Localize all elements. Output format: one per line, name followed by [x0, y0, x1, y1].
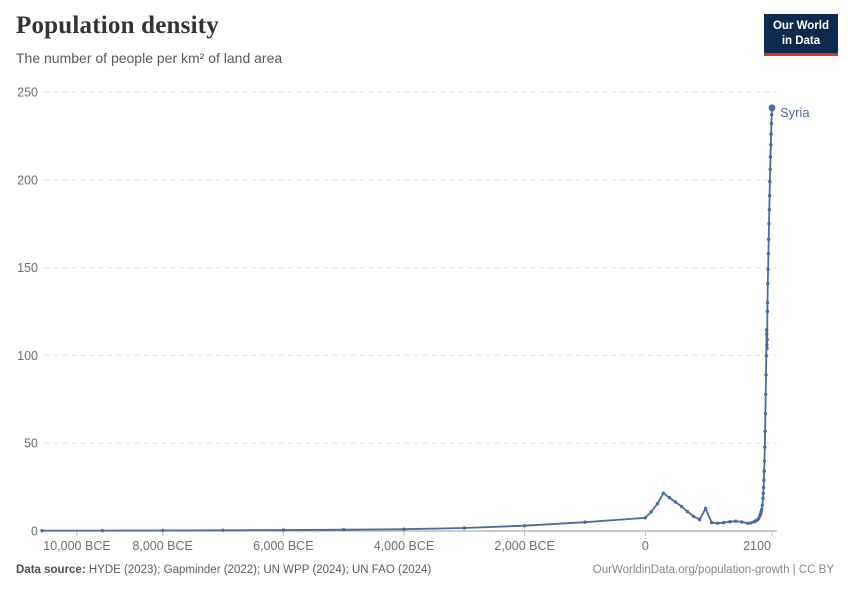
- data-point[interactable]: [769, 143, 773, 147]
- data-point[interactable]: [583, 520, 587, 524]
- data-point[interactable]: [761, 491, 765, 496]
- y-tick-label: 250: [17, 86, 38, 100]
- data-point[interactable]: [768, 167, 772, 171]
- chart-subtitle: The number of people per km² of land are…: [16, 50, 283, 66]
- data-line-syria[interactable]: [41, 106, 773, 532]
- footer-link[interactable]: OurWorldinData.org/population-growth | C…: [592, 564, 834, 576]
- data-point[interactable]: [765, 309, 770, 314]
- x-tick-label: 2,000 BCE: [494, 539, 554, 553]
- page-title: Population density: [16, 12, 219, 39]
- x-tick-label: 8,000 BCE: [132, 539, 192, 553]
- data-point[interactable]: [661, 491, 666, 495]
- data-point[interactable]: [762, 478, 766, 482]
- data-point[interactable]: [221, 528, 225, 532]
- data-point[interactable]: [767, 208, 771, 212]
- data-source-text: HYDE (2023); Gapminder (2022); UN WPP (2…: [85, 564, 432, 576]
- data-point[interactable]: [760, 507, 764, 512]
- data-endpoint[interactable]: [768, 104, 776, 112]
- data-point[interactable]: [761, 485, 766, 490]
- data-point[interactable]: [762, 469, 766, 473]
- data-point[interactable]: [763, 445, 767, 449]
- data-point[interactable]: [762, 459, 767, 463]
- data-point[interactable]: [766, 281, 770, 286]
- data-point[interactable]: [691, 514, 696, 519]
- data-point[interactable]: [462, 526, 466, 530]
- data-point[interactable]: [728, 520, 732, 524]
- data-point[interactable]: [643, 516, 647, 520]
- data-point[interactable]: [649, 510, 653, 514]
- owid-logo-line1: Our World: [772, 20, 829, 32]
- data-point[interactable]: [767, 193, 772, 198]
- data-source: Data source: HYDE (2023); Gapminder (202…: [16, 564, 431, 576]
- data-point[interactable]: [770, 113, 774, 117]
- data-point[interactable]: [667, 495, 672, 500]
- data-point[interactable]: [402, 527, 406, 531]
- data-point[interactable]: [734, 519, 738, 523]
- data-point[interactable]: [765, 301, 770, 305]
- data-point[interactable]: [161, 528, 165, 533]
- data-point[interactable]: [100, 528, 105, 533]
- x-tick-label: 10,000 BCE: [43, 539, 110, 553]
- data-point[interactable]: [685, 510, 690, 514]
- x-tick-label: 4,000 BCE: [374, 539, 434, 553]
- data-point[interactable]: [766, 251, 771, 256]
- data-point[interactable]: [760, 503, 764, 508]
- data-point[interactable]: [763, 429, 767, 434]
- data-point[interactable]: [703, 506, 708, 511]
- data-point[interactable]: [769, 132, 773, 136]
- chart-plot-area[interactable]: 0 50 100 150 200 250 10,000 BCE 8,000 BCE 6,000 …: [0, 0, 850, 560]
- data-point[interactable]: [722, 520, 726, 525]
- data-point[interactable]: [40, 529, 44, 533]
- data-point[interactable]: [765, 343, 769, 347]
- data-point[interactable]: [765, 332, 769, 336]
- data-point[interactable]: [522, 524, 527, 528]
- y-tick-label: 200: [17, 173, 38, 187]
- data-point[interactable]: [765, 337, 769, 342]
- data-point[interactable]: [281, 528, 285, 532]
- data-point[interactable]: [764, 373, 768, 377]
- y-tick-label: 0: [31, 525, 38, 539]
- series-end-label: Syria: [780, 105, 810, 120]
- data-point[interactable]: [768, 155, 773, 159]
- data-point[interactable]: [749, 521, 753, 525]
- data-point[interactable]: [655, 502, 660, 506]
- data-point[interactable]: [746, 521, 750, 525]
- y-tick-label: 100: [17, 349, 38, 363]
- data-point[interactable]: [710, 520, 714, 525]
- owid-logo[interactable]: Our World in Data: [763, 14, 838, 56]
- y-tick-label: 50: [24, 437, 38, 451]
- data-point[interactable]: [673, 500, 678, 504]
- data-point[interactable]: [769, 121, 774, 126]
- x-tick-label: 6,000 BCE: [253, 539, 313, 553]
- data-point[interactable]: [768, 179, 772, 184]
- x-tick-label: 2100: [743, 539, 771, 553]
- y-tick-label: 150: [17, 261, 38, 275]
- data-point[interactable]: [764, 354, 768, 358]
- x-tick-label: 0: [642, 539, 649, 553]
- data-point[interactable]: [763, 411, 768, 416]
- data-source-label: Data source:: [16, 564, 86, 576]
- data-point[interactable]: [697, 517, 702, 522]
- data-point[interactable]: [764, 328, 769, 332]
- data-point[interactable]: [679, 504, 684, 509]
- owid-logo-line2: in Data: [781, 34, 821, 47]
- data-point[interactable]: [767, 237, 771, 242]
- data-point[interactable]: [766, 267, 770, 272]
- data-point[interactable]: [761, 496, 765, 500]
- data-point[interactable]: [740, 520, 744, 524]
- data-point[interactable]: [716, 521, 720, 525]
- data-point[interactable]: [765, 346, 769, 351]
- data-point[interactable]: [767, 222, 771, 226]
- data-point[interactable]: [342, 528, 346, 532]
- chart-footer: Data source: HYDE (2023); Gapminder (202…: [0, 564, 850, 576]
- data-point[interactable]: [764, 392, 768, 397]
